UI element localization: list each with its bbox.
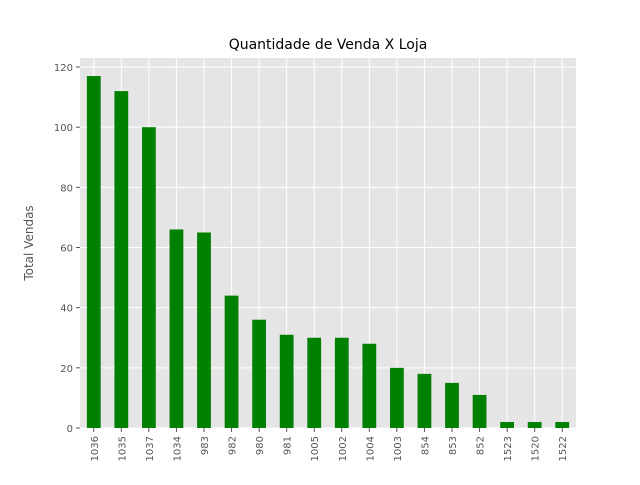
x-tick-label: 854: [420, 436, 431, 455]
x-tick-label: 852: [476, 436, 487, 455]
bar-980: [252, 319, 266, 428]
x-tick-label: 853: [448, 436, 459, 455]
x-tick-label: 1037: [145, 436, 156, 461]
bar-1520: [527, 421, 542, 428]
bar-1523: [500, 421, 514, 428]
y-tick-label: 20: [60, 364, 73, 375]
bar-1034: [169, 229, 184, 428]
bars: [86, 76, 570, 429]
y-tick-label: 120: [54, 63, 73, 74]
x-tick-label: 1035: [117, 436, 128, 461]
bar-853: [445, 382, 459, 428]
x-tick-label: 1036: [90, 436, 101, 461]
x-tick-label: 1520: [531, 436, 542, 461]
bar-1036: [86, 76, 101, 429]
x-tick-label: 980: [255, 436, 266, 455]
x-tick-label: 1034: [172, 436, 183, 461]
x-tick-label: 1003: [393, 436, 404, 461]
x-tick-label: 1004: [365, 436, 376, 461]
y-tick-label: 60: [60, 244, 73, 255]
bar-1522: [555, 421, 570, 428]
x-tick-label: 1522: [558, 436, 569, 461]
bar-1005: [307, 337, 322, 428]
x-tick-label: 1523: [503, 436, 514, 461]
y-tick-label: 80: [60, 183, 73, 194]
x-tick-label: 1005: [310, 436, 321, 461]
x-tick-label: 983: [200, 436, 211, 455]
bar-1002: [334, 337, 349, 428]
x-tick-label: 1002: [338, 436, 349, 461]
bar-982: [224, 295, 239, 428]
y-tick-label: 0: [67, 424, 73, 435]
y-axis-label: Total Vendas: [22, 205, 36, 281]
bar-1003: [390, 367, 404, 428]
bar-983: [197, 232, 211, 428]
plot-background: [80, 58, 576, 428]
bar-1004: [362, 343, 377, 428]
bar-981: [279, 334, 294, 428]
x-axis-ticks: 1036 1035 1037 1034 983 982 980 981 1005 1002 1004…: [90, 428, 569, 461]
bar-854: [417, 373, 432, 428]
x-tick-label: 981: [283, 436, 294, 455]
bar-1037: [142, 127, 156, 429]
y-axis-ticks: 0 20 40 60 80 100 120: [54, 63, 80, 435]
x-tick-label: 982: [228, 436, 239, 455]
bar-1035: [114, 91, 129, 429]
bar-852: [472, 394, 487, 428]
y-tick-label: 40: [60, 304, 73, 315]
chart-title: Quantidade de Venda X Loja: [229, 37, 428, 53]
y-tick-label: 100: [54, 123, 73, 134]
